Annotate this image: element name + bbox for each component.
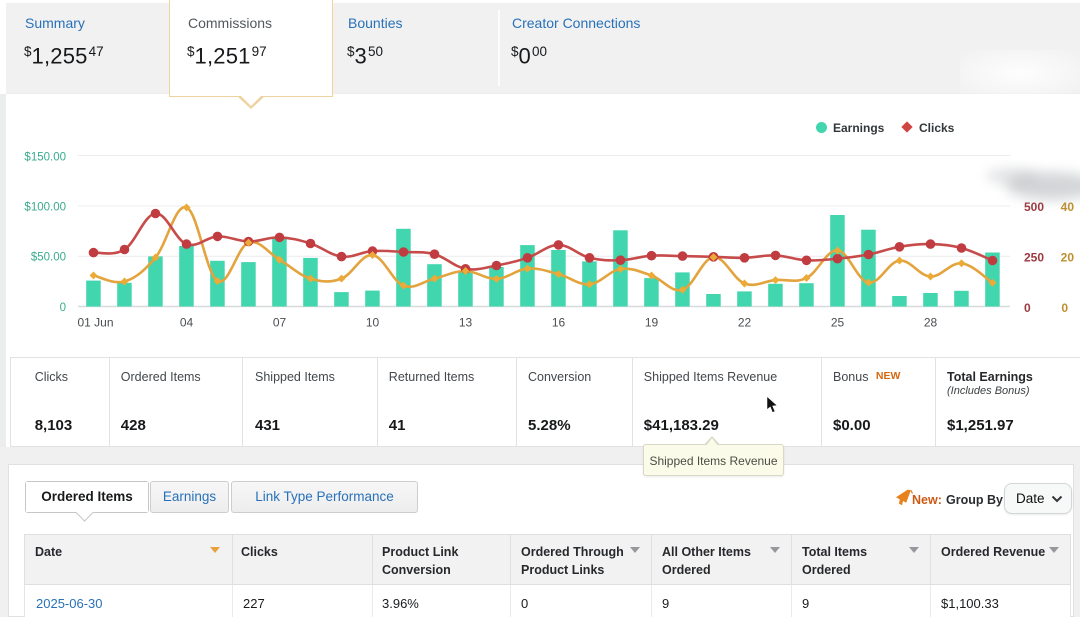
svg-text:16: 16 [552, 316, 566, 330]
svg-text:22: 22 [738, 316, 752, 330]
svg-text:0: 0 [60, 302, 66, 314]
svg-text:40: 40 [1061, 200, 1075, 214]
svg-text:$50.00: $50.00 [31, 252, 66, 264]
svg-text:19: 19 [645, 316, 659, 330]
svg-text:20: 20 [1061, 251, 1075, 265]
svg-text:0: 0 [1061, 301, 1068, 315]
svg-text:01 Jun: 01 Jun [77, 316, 113, 330]
svg-text:07: 07 [273, 316, 287, 330]
svg-text:$150.00: $150.00 [24, 152, 66, 164]
svg-text:25: 25 [831, 316, 845, 330]
svg-text:13: 13 [459, 316, 473, 330]
svg-text:$100.00: $100.00 [24, 202, 66, 214]
svg-text:04: 04 [180, 316, 194, 330]
svg-text:0: 0 [1024, 301, 1031, 315]
svg-text:10: 10 [366, 316, 380, 330]
svg-text:28: 28 [924, 316, 938, 330]
svg-text:250: 250 [1024, 251, 1044, 265]
svg-text:500: 500 [1024, 200, 1044, 214]
